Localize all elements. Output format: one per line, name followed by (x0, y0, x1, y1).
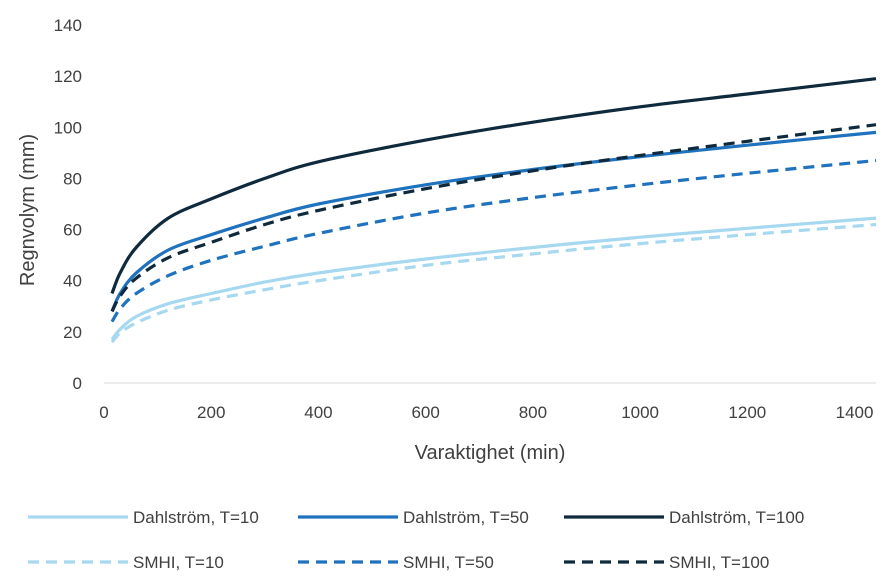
x-axis-title: Varaktighet (min) (415, 442, 566, 464)
x-tick-label: 800 (519, 403, 547, 422)
series-line-5 (110, 123, 877, 313)
legend-label-1: Dahlström, T=50 (403, 508, 529, 527)
series-line-3 (110, 222, 877, 344)
series-line-0 (110, 216, 877, 341)
x-tick-label: 1000 (621, 403, 659, 422)
y-tick-label: 120 (54, 67, 82, 86)
series-line-2 (110, 77, 877, 295)
series-line-4 (110, 158, 877, 323)
x-tick-label: 200 (197, 403, 225, 422)
x-tick-label: 1200 (728, 403, 766, 422)
legend-label-5: SMHI, T=100 (669, 553, 769, 572)
y-axis-ticks: 0 20 40 60 80 100 120 140 (54, 16, 82, 393)
y-tick-label: 60 (63, 221, 82, 240)
legend-label-0: Dahlström, T=10 (133, 508, 259, 527)
y-axis-title: Regnvolym (mm) (17, 134, 39, 286)
legend: Dahlström, T=10 Dahlström, T=50 Dahlström,… (28, 508, 804, 572)
x-tick-label: 400 (304, 403, 332, 422)
series-line-1 (110, 130, 877, 313)
y-tick-label: 80 (63, 169, 82, 188)
x-tick-label: 1400 (836, 403, 874, 422)
y-tick-label: 0 (73, 374, 82, 393)
legend-label-4: SMHI, T=50 (403, 553, 494, 572)
x-tick-label: 0 (99, 403, 108, 422)
x-tick-label: 600 (411, 403, 439, 422)
y-tick-label: 20 (63, 323, 82, 342)
y-tick-label: 140 (54, 16, 82, 35)
y-tick-label: 100 (54, 118, 82, 137)
plot-area (110, 77, 877, 344)
legend-label-3: SMHI, T=10 (133, 553, 224, 572)
y-tick-label: 40 (63, 272, 82, 291)
x-axis-ticks: 0 200 400 600 800 1000 1200 1400 (99, 403, 873, 422)
legend-label-2: Dahlström, T=100 (669, 508, 804, 527)
